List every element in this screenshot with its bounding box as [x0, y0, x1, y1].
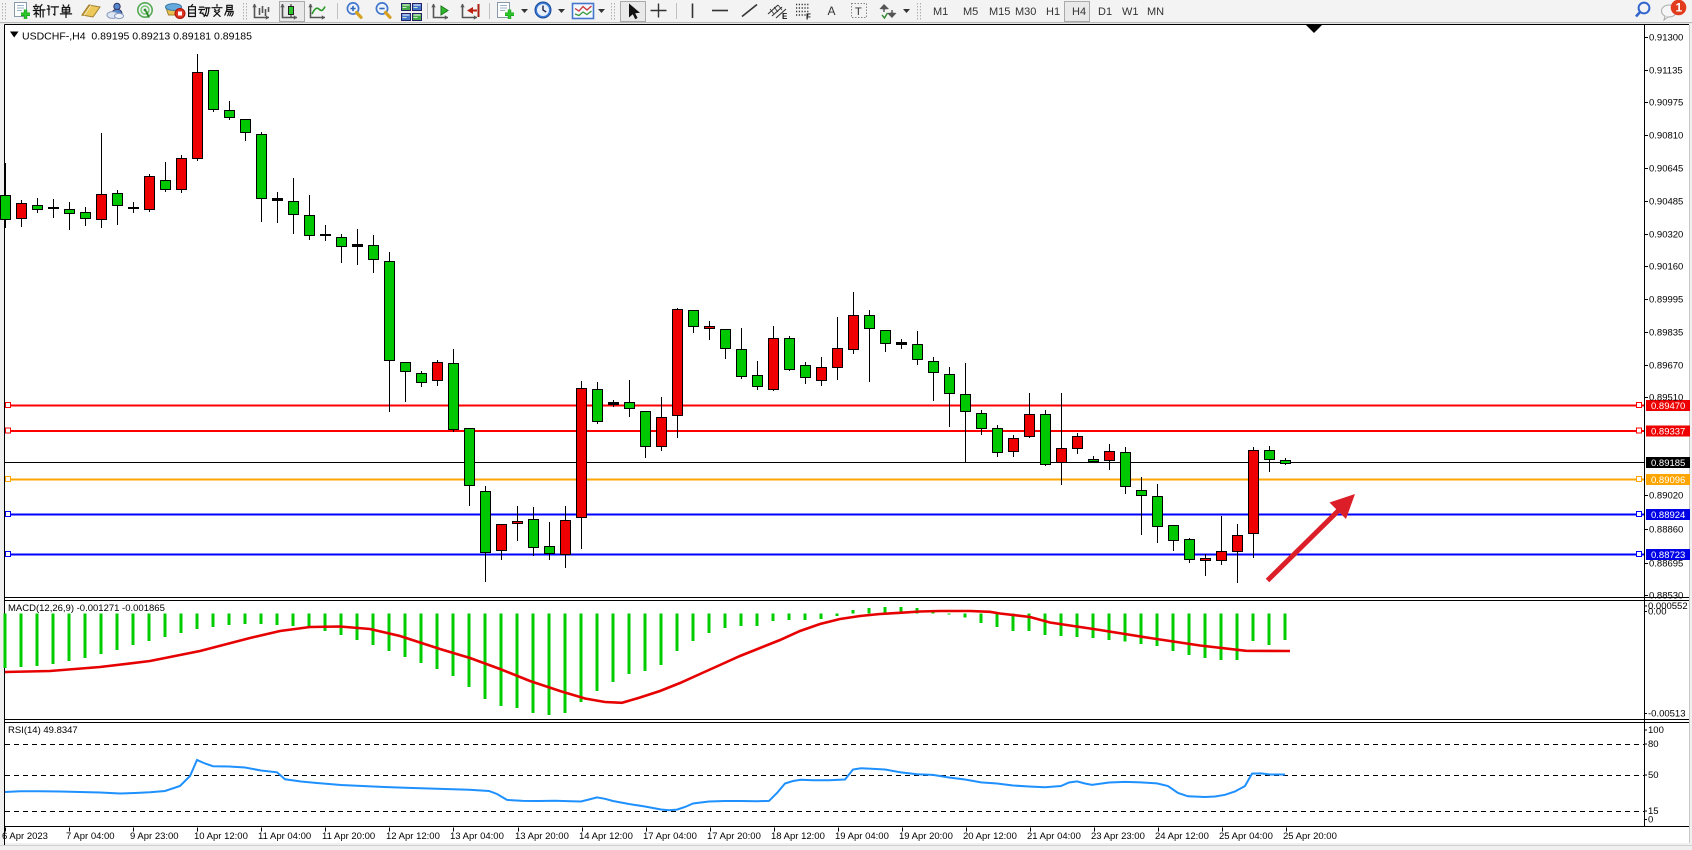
svg-text:0.89020: 0.89020 — [1649, 491, 1683, 502]
svg-text:M15: M15 — [989, 6, 1010, 18]
svg-text:20 Apr 12:00: 20 Apr 12:00 — [963, 831, 1017, 842]
svg-text:17 Apr 04:00: 17 Apr 04:00 — [643, 831, 697, 842]
svg-text:9 Apr 23:00: 9 Apr 23:00 — [130, 831, 179, 842]
svg-text:0.88695: 0.88695 — [1649, 559, 1683, 570]
svg-text:E: E — [782, 12, 788, 21]
svg-text:0.90810: 0.90810 — [1649, 131, 1683, 142]
svg-text:W1: W1 — [1122, 6, 1139, 18]
svg-text:M5: M5 — [963, 6, 978, 18]
svg-text:USDCHF-,H4 0.89195 0.89213 0.: USDCHF-,H4 0.89195 0.89213 0.89181 0.891… — [22, 31, 252, 43]
svg-text:M1: M1 — [933, 6, 948, 18]
svg-text:0.88723: 0.88723 — [1651, 550, 1685, 561]
svg-text:13 Apr 20:00: 13 Apr 20:00 — [515, 831, 569, 842]
svg-text:0.89510: 0.89510 — [1649, 393, 1683, 404]
svg-text:0.90320: 0.90320 — [1649, 230, 1683, 241]
svg-text:1: 1 — [1676, 1, 1683, 15]
svg-text:25 Apr 04:00: 25 Apr 04:00 — [1219, 831, 1273, 842]
svg-text:0.90160: 0.90160 — [1649, 262, 1683, 273]
svg-text:A: A — [828, 4, 836, 18]
svg-text:H1: H1 — [1046, 6, 1060, 18]
svg-text:0.91300: 0.91300 — [1649, 33, 1683, 44]
svg-text:0.89337: 0.89337 — [1651, 427, 1685, 438]
svg-text:-0.00513: -0.00513 — [1648, 709, 1686, 720]
svg-text:H4: H4 — [1072, 6, 1086, 18]
svg-text:80: 80 — [1648, 739, 1659, 750]
svg-text:23 Apr 23:00: 23 Apr 23:00 — [1091, 831, 1145, 842]
svg-text:18 Apr 12:00: 18 Apr 12:00 — [771, 831, 825, 842]
svg-text:50: 50 — [1648, 770, 1659, 781]
svg-text:11 Apr 04:00: 11 Apr 04:00 — [258, 831, 311, 842]
svg-text:17 Apr 20:00: 17 Apr 20:00 — [707, 831, 761, 842]
svg-text:14 Apr 12:00: 14 Apr 12:00 — [579, 831, 633, 842]
svg-text:19 Apr 04:00: 19 Apr 04:00 — [835, 831, 889, 842]
svg-text:0.90975: 0.90975 — [1649, 98, 1683, 109]
svg-text:6 Apr 2023: 6 Apr 2023 — [2, 831, 48, 842]
svg-text:0.89185: 0.89185 — [1651, 458, 1685, 469]
svg-text:0.88924: 0.88924 — [1651, 510, 1685, 521]
svg-text:0.89096: 0.89096 — [1651, 475, 1685, 486]
svg-text:100: 100 — [1648, 725, 1664, 736]
svg-text:0.00: 0.00 — [1648, 607, 1667, 618]
svg-text:0.89835: 0.89835 — [1649, 328, 1683, 339]
svg-text:F: F — [806, 13, 811, 22]
svg-text:T: T — [855, 6, 862, 18]
svg-text:10 Apr 12:00: 10 Apr 12:00 — [194, 831, 248, 842]
svg-text:MN: MN — [1147, 6, 1164, 18]
svg-text:21 Apr 04:00: 21 Apr 04:00 — [1027, 831, 1081, 842]
svg-text:RSI(14) 49.8347: RSI(14) 49.8347 — [8, 725, 78, 736]
svg-text:0.89670: 0.89670 — [1649, 361, 1683, 372]
svg-text:M30: M30 — [1015, 6, 1036, 18]
svg-text:0.88530: 0.88530 — [1649, 591, 1683, 602]
svg-text:7 Apr 04:00: 7 Apr 04:00 — [66, 831, 115, 842]
svg-text:0.90645: 0.90645 — [1649, 164, 1683, 175]
svg-text:12 Apr 12:00: 12 Apr 12:00 — [386, 831, 440, 842]
svg-text:25 Apr 20:00: 25 Apr 20:00 — [1283, 831, 1337, 842]
svg-text:0.88860: 0.88860 — [1649, 525, 1683, 536]
svg-text:MACD(12,26,9) -0.001271 -0.001: MACD(12,26,9) -0.001271 -0.001865 — [8, 603, 165, 614]
svg-text:D1: D1 — [1098, 6, 1112, 18]
svg-text:0.89995: 0.89995 — [1649, 295, 1683, 306]
svg-text:0.89470: 0.89470 — [1651, 401, 1685, 412]
svg-text:15: 15 — [1648, 806, 1659, 817]
svg-text:19 Apr 20:00: 19 Apr 20:00 — [899, 831, 953, 842]
svg-text:0.91135: 0.91135 — [1649, 66, 1683, 77]
svg-text:0.000552: 0.000552 — [1648, 601, 1688, 612]
svg-text:0: 0 — [1648, 815, 1653, 826]
svg-text:24 Apr 12:00: 24 Apr 12:00 — [1155, 831, 1209, 842]
svg-text:11 Apr 20:00: 11 Apr 20:00 — [322, 831, 375, 842]
svg-text:13 Apr 04:00: 13 Apr 04:00 — [450, 831, 504, 842]
svg-text:0.90485: 0.90485 — [1649, 197, 1683, 208]
